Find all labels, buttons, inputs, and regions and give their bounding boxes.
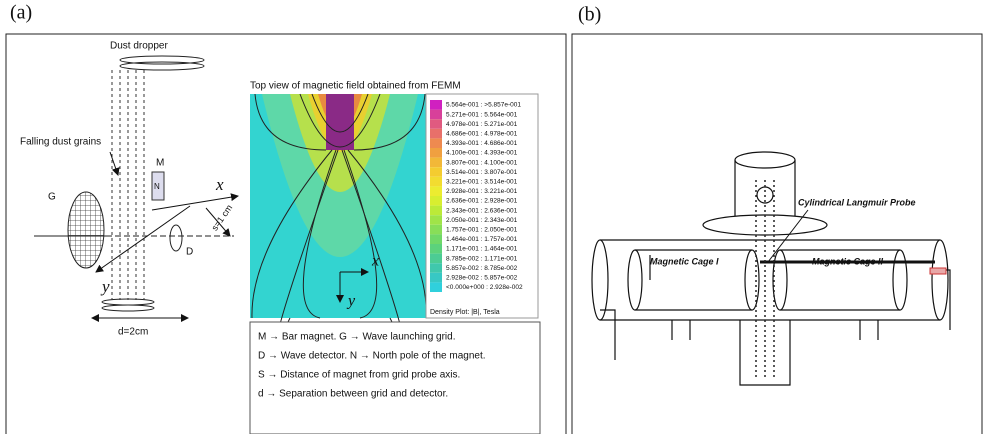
scale-label: 5.271e-001 : 5.564e-001	[446, 111, 518, 118]
legend-item: D → Wave detector. N → North pole of the…	[258, 351, 486, 362]
setup-label: Dust dropper	[110, 41, 168, 52]
scale-swatch	[430, 177, 442, 187]
scale-label: <0.000e+000 : 2.928e-002	[446, 284, 523, 291]
setup-label: d=2cm	[118, 327, 148, 338]
scale-label: 4.978e-001 : 5.271e-001	[446, 121, 518, 128]
scale-swatch	[430, 263, 442, 273]
plot-title: Top view of magnetic field obtained from…	[250, 81, 461, 92]
setup-label: y	[100, 277, 110, 296]
scale-label: 5.857e-002 : 8.785e-002	[446, 265, 518, 272]
scale-swatch	[430, 215, 442, 225]
scale-label: 4.100e-001 : 4.393e-001	[446, 150, 518, 157]
setup-label: s=1 cm	[209, 203, 234, 233]
scale-swatch	[430, 158, 442, 168]
probe-connector	[930, 268, 946, 274]
axis-label: x	[371, 253, 379, 270]
legend-item: S → Distance of magnet from grid probe a…	[258, 370, 460, 381]
scale-swatch	[430, 254, 442, 264]
scale-label: 2.050e-001 : 2.343e-001	[446, 217, 518, 224]
setup-label: N	[154, 182, 160, 191]
scale-swatch	[430, 225, 442, 235]
annotation: Cylindrical Langmuir Probe	[798, 197, 916, 207]
scale-swatch	[430, 273, 442, 283]
legend-item: M → Bar magnet. G → Wave launching grid.	[258, 332, 456, 343]
scale-label: 3.807e-001 : 4.100e-001	[446, 159, 518, 166]
scale-swatch	[430, 282, 442, 292]
scale-swatch	[430, 167, 442, 177]
scale-swatch	[430, 234, 442, 244]
scale-swatch	[430, 138, 442, 148]
field-plot	[250, 94, 428, 338]
figure: (a) (b) Dust dropper Falling dust grains…	[0, 0, 986, 434]
scale-label: 2.928e-001 : 3.221e-001	[446, 188, 518, 195]
panel-label: (a)	[10, 2, 32, 24]
scale-swatch	[430, 206, 442, 216]
legend-item: d → Separation between grid and detector…	[258, 389, 448, 400]
scale-swatch	[430, 119, 442, 129]
scale-swatch	[430, 186, 442, 196]
scale-swatch	[430, 196, 442, 206]
scale-label: 4.686e-001 : 4.978e-001	[446, 131, 518, 138]
setup-label: D	[186, 247, 193, 258]
setup-label: G	[48, 192, 56, 203]
scale-label: 1.171e-001 : 1.464e-001	[446, 246, 518, 253]
setup-diagram	[34, 56, 238, 318]
scale-swatch	[430, 148, 442, 158]
cage-label: Magnetic Cage II	[812, 256, 884, 266]
scale-label: 1.757e-001 : 2.050e-001	[446, 227, 518, 234]
scale-label: 8.785e-002 : 1.171e-001	[446, 255, 518, 262]
scale-label: 3.514e-001 : 3.807e-001	[446, 169, 518, 176]
apparatus	[592, 152, 950, 385]
scale-label: 2.343e-001 : 2.636e-001	[446, 207, 518, 214]
setup-label: Falling dust grains	[20, 137, 101, 148]
scale-caption: Density Plot: |B|, Tesla	[430, 309, 500, 316]
scale-label: 2.928e-002 : 5.857e-002	[446, 275, 518, 282]
setup-label: M	[156, 158, 164, 169]
scale-label: 1.464e-001 : 1.757e-001	[446, 236, 518, 243]
scale-label: 2.636e-001 : 2.928e-001	[446, 198, 518, 205]
scale-swatch	[430, 100, 442, 110]
scale-swatch	[430, 129, 442, 139]
scale-label: 4.393e-001 : 4.686e-001	[446, 140, 518, 147]
scale-label: 3.221e-001 : 3.514e-001	[446, 179, 518, 186]
cage-label: Magnetic Cage I	[650, 256, 719, 266]
axis-label: y	[346, 293, 356, 310]
scale-swatch	[430, 244, 442, 254]
scale-label: 5.564e-001 : >5.857e-001	[446, 102, 521, 109]
scale-swatch	[430, 110, 442, 120]
setup-label: x	[215, 175, 224, 194]
panel-label: (b)	[578, 4, 601, 26]
